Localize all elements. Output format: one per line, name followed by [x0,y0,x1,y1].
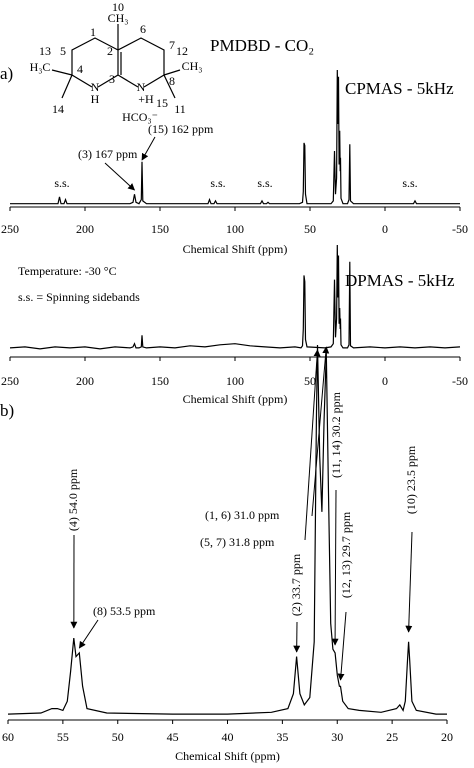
spectrum [9,244,461,350]
x-tick-label: -50 [452,374,468,388]
spectrum [7,344,447,715]
atom-label: 5 [60,44,66,58]
x-tick-label: 60 [2,730,14,744]
annotation: (10) 23.5 ppm [404,445,418,514]
x-tick-label: 40 [222,730,234,744]
x-tick-label: 250 [1,222,19,236]
annotation: (2) 33.7 ppm [289,553,303,616]
note: Temperature: -30 °C [18,264,117,278]
spectrum-title: DPMAS - 5kHz [345,271,455,290]
atom-label: 11 [174,102,186,116]
note: s.s. = Spinning sidebands [18,290,140,304]
annotation: s.s. [257,176,272,190]
x-tick-label: 25 [386,730,398,744]
x-tick-label: 50 [304,222,316,236]
atom-label: 13 [39,44,51,58]
x-tick-label: 0 [382,222,388,236]
atom-label: H₃C [30,60,51,74]
annotation-arrow [104,162,136,191]
panel-label: b) [0,401,14,420]
annotation: (3) 167 ppm [78,147,138,161]
x-tick-label: 45 [167,730,179,744]
annotation-arrow [331,489,339,646]
atom-label: +H [138,92,154,106]
x-tick-label: 55 [57,730,69,744]
spectrum-title: CPMAS - 5kHz [345,79,454,98]
x-tick-label: 200 [76,222,94,236]
annotation-arrow [78,619,99,649]
atom-label: HCO₃⁻ [122,110,158,124]
x-tick-label: 100 [226,222,244,236]
atom-label: N [91,80,100,94]
annotation: (11, 14) 30.2 ppm [329,391,343,478]
x-tick-label: 50 [304,374,316,388]
x-tick-label: 35 [276,730,288,744]
atom-label: 12 [176,44,188,58]
x-tick-label: 250 [1,374,19,388]
atom-label: 6 [140,22,146,36]
annotation: (1, 6) 31.0 ppm [205,508,280,522]
x-tick-label: 200 [76,374,94,388]
atom-label: 10 [112,0,124,14]
x-tick-label: 30 [331,730,343,744]
x-tick-label: 50 [112,730,124,744]
spectrum [10,69,460,205]
x-tick-label: 20 [441,730,453,744]
x-tick-label: 100 [226,374,244,388]
atom-label: 3 [109,72,115,86]
x-tick-label: -50 [452,222,468,236]
x-tick-label: 150 [151,374,169,388]
compound-name: PMDBD - CO₂ [210,36,314,55]
annotation: (4) 54.0 ppm [66,468,80,531]
annotation-arrow [405,531,413,633]
atom-label: 14 [52,102,64,116]
atom-label: N [137,80,146,94]
annotation: s.s. [210,176,225,190]
annotation-arrow [141,136,156,161]
annotation: (15) 162 ppm [148,122,214,136]
annotation-arrow [337,611,347,681]
atom-label: 4 [77,62,83,76]
panel-label: a) [0,64,13,83]
atom-label: 1 [90,25,96,39]
atom-label: 8 [169,74,175,88]
annotation-arrow [311,346,330,517]
atom-label: 2 [107,44,113,58]
x-axis-title: Chemical Shift (ppm) [183,242,288,256]
x-tick-label: 0 [382,374,388,388]
annotation: s.s. [402,176,417,190]
annotation-arrow [304,349,321,541]
atom-label: CH₃ [108,11,129,25]
atom-label: 7 [169,38,175,52]
x-axis-title: Chemical Shift (ppm) [183,392,288,406]
atom-label: CH₃ [182,59,203,73]
bonds [51,24,181,99]
annotation: (8) 53.5 ppm [93,604,156,618]
annotation: (12, 13) 29.7 ppm [339,511,353,598]
molecule: 10CH₃126571312H₃C438CH₃NNH15+H1411HCO₃⁻C… [30,0,203,124]
x-tick-label: 150 [151,222,169,236]
annotation: s.s. [54,176,69,190]
x-axis-title: Chemical Shift (ppm) [175,749,280,763]
atom-label: 15 [156,96,168,110]
annotation: (5, 7) 31.8 ppm [200,535,275,549]
atom-label: H [91,92,100,106]
